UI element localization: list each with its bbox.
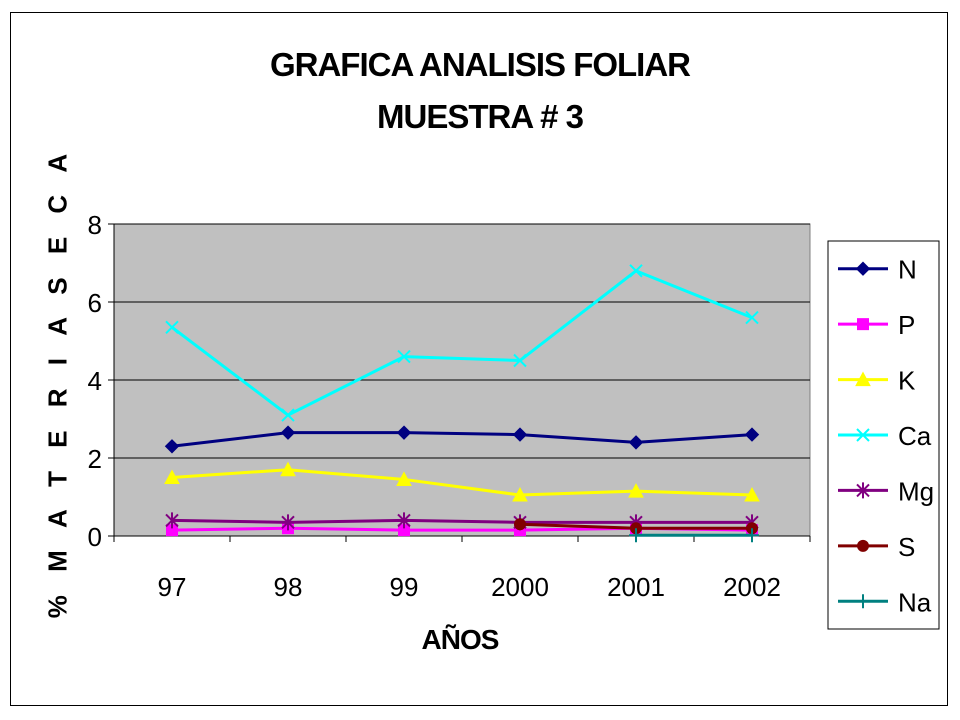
data-point: [745, 528, 759, 543]
legend-marker: [857, 318, 869, 331]
series-na: [629, 528, 759, 543]
data-point: [628, 483, 644, 498]
x-tick-label: 98: [274, 572, 303, 602]
data-point: [744, 486, 760, 502]
data-point: [165, 320, 179, 335]
data-point: [629, 264, 643, 278]
legend-marker: [857, 539, 869, 552]
data-point: [281, 514, 295, 531]
series-ca: [165, 264, 759, 422]
legend-item: P: [838, 310, 915, 340]
legend-marker: [855, 261, 871, 276]
legend-marker: [856, 482, 870, 499]
legend-label: N: [898, 255, 917, 285]
x-tick-label: 2000: [491, 572, 549, 602]
data-point: [744, 427, 760, 442]
series-line: [171, 518, 752, 524]
y-tick-label: 8: [88, 210, 102, 240]
data-point: [281, 408, 295, 422]
legend-item: Na: [838, 587, 932, 617]
data-point: [745, 310, 759, 325]
data-point: [280, 425, 296, 440]
legend-item: Mg: [838, 476, 934, 506]
legend-marker: [856, 594, 870, 609]
data-point: [280, 461, 296, 477]
data-point: [397, 349, 411, 364]
series-s: [514, 518, 758, 535]
series-k: [164, 461, 760, 502]
series-line: [171, 468, 753, 497]
y-tick-label: 0: [88, 522, 102, 552]
legend-item: Ca: [838, 421, 932, 451]
data-point: [514, 518, 526, 531]
chart-title: GRAFICA ANALISIS FOLIAR: [269, 46, 691, 83]
y-tick-label: 2: [88, 444, 102, 474]
data-point: [513, 353, 527, 368]
x-tick-label: 2002: [723, 572, 781, 602]
data-point: [164, 469, 180, 484]
legend-label: Ca: [898, 421, 932, 451]
x-tick-label: 99: [390, 572, 419, 602]
chart-frame: [10, 12, 948, 706]
series-n: [164, 425, 760, 454]
legend-label: P: [898, 310, 915, 340]
data-point: [164, 439, 180, 454]
data-point: [397, 512, 411, 529]
legend: NPK Ca Mg S Na: [827, 240, 940, 630]
legend-label: K: [898, 366, 916, 396]
legend-label: S: [898, 532, 915, 562]
legend-label: Na: [898, 587, 932, 617]
legend-marker: [856, 428, 870, 442]
x-tick-label: 97: [158, 572, 187, 602]
series-line: [171, 431, 753, 448]
legend-item: S: [838, 532, 915, 562]
data-point: [512, 427, 528, 442]
y-tick-label: 4: [88, 366, 102, 396]
legend-marker: [855, 371, 871, 387]
data-point: [396, 425, 412, 440]
legend-label: Mg: [898, 476, 934, 506]
data-point: [396, 471, 412, 486]
legend-item: N: [838, 255, 917, 285]
data-point: [629, 528, 643, 543]
x-axis-label: AÑOS: [421, 624, 500, 655]
data-point: [165, 512, 179, 529]
chart-subtitle: MUESTRA # 3: [377, 98, 584, 135]
legend-item: K: [838, 366, 916, 396]
data-point: [628, 435, 644, 450]
y-tick-label: 6: [88, 288, 102, 318]
x-tick-label: 2001: [607, 572, 665, 602]
data-point: [512, 486, 528, 502]
series-line: [171, 269, 753, 417]
